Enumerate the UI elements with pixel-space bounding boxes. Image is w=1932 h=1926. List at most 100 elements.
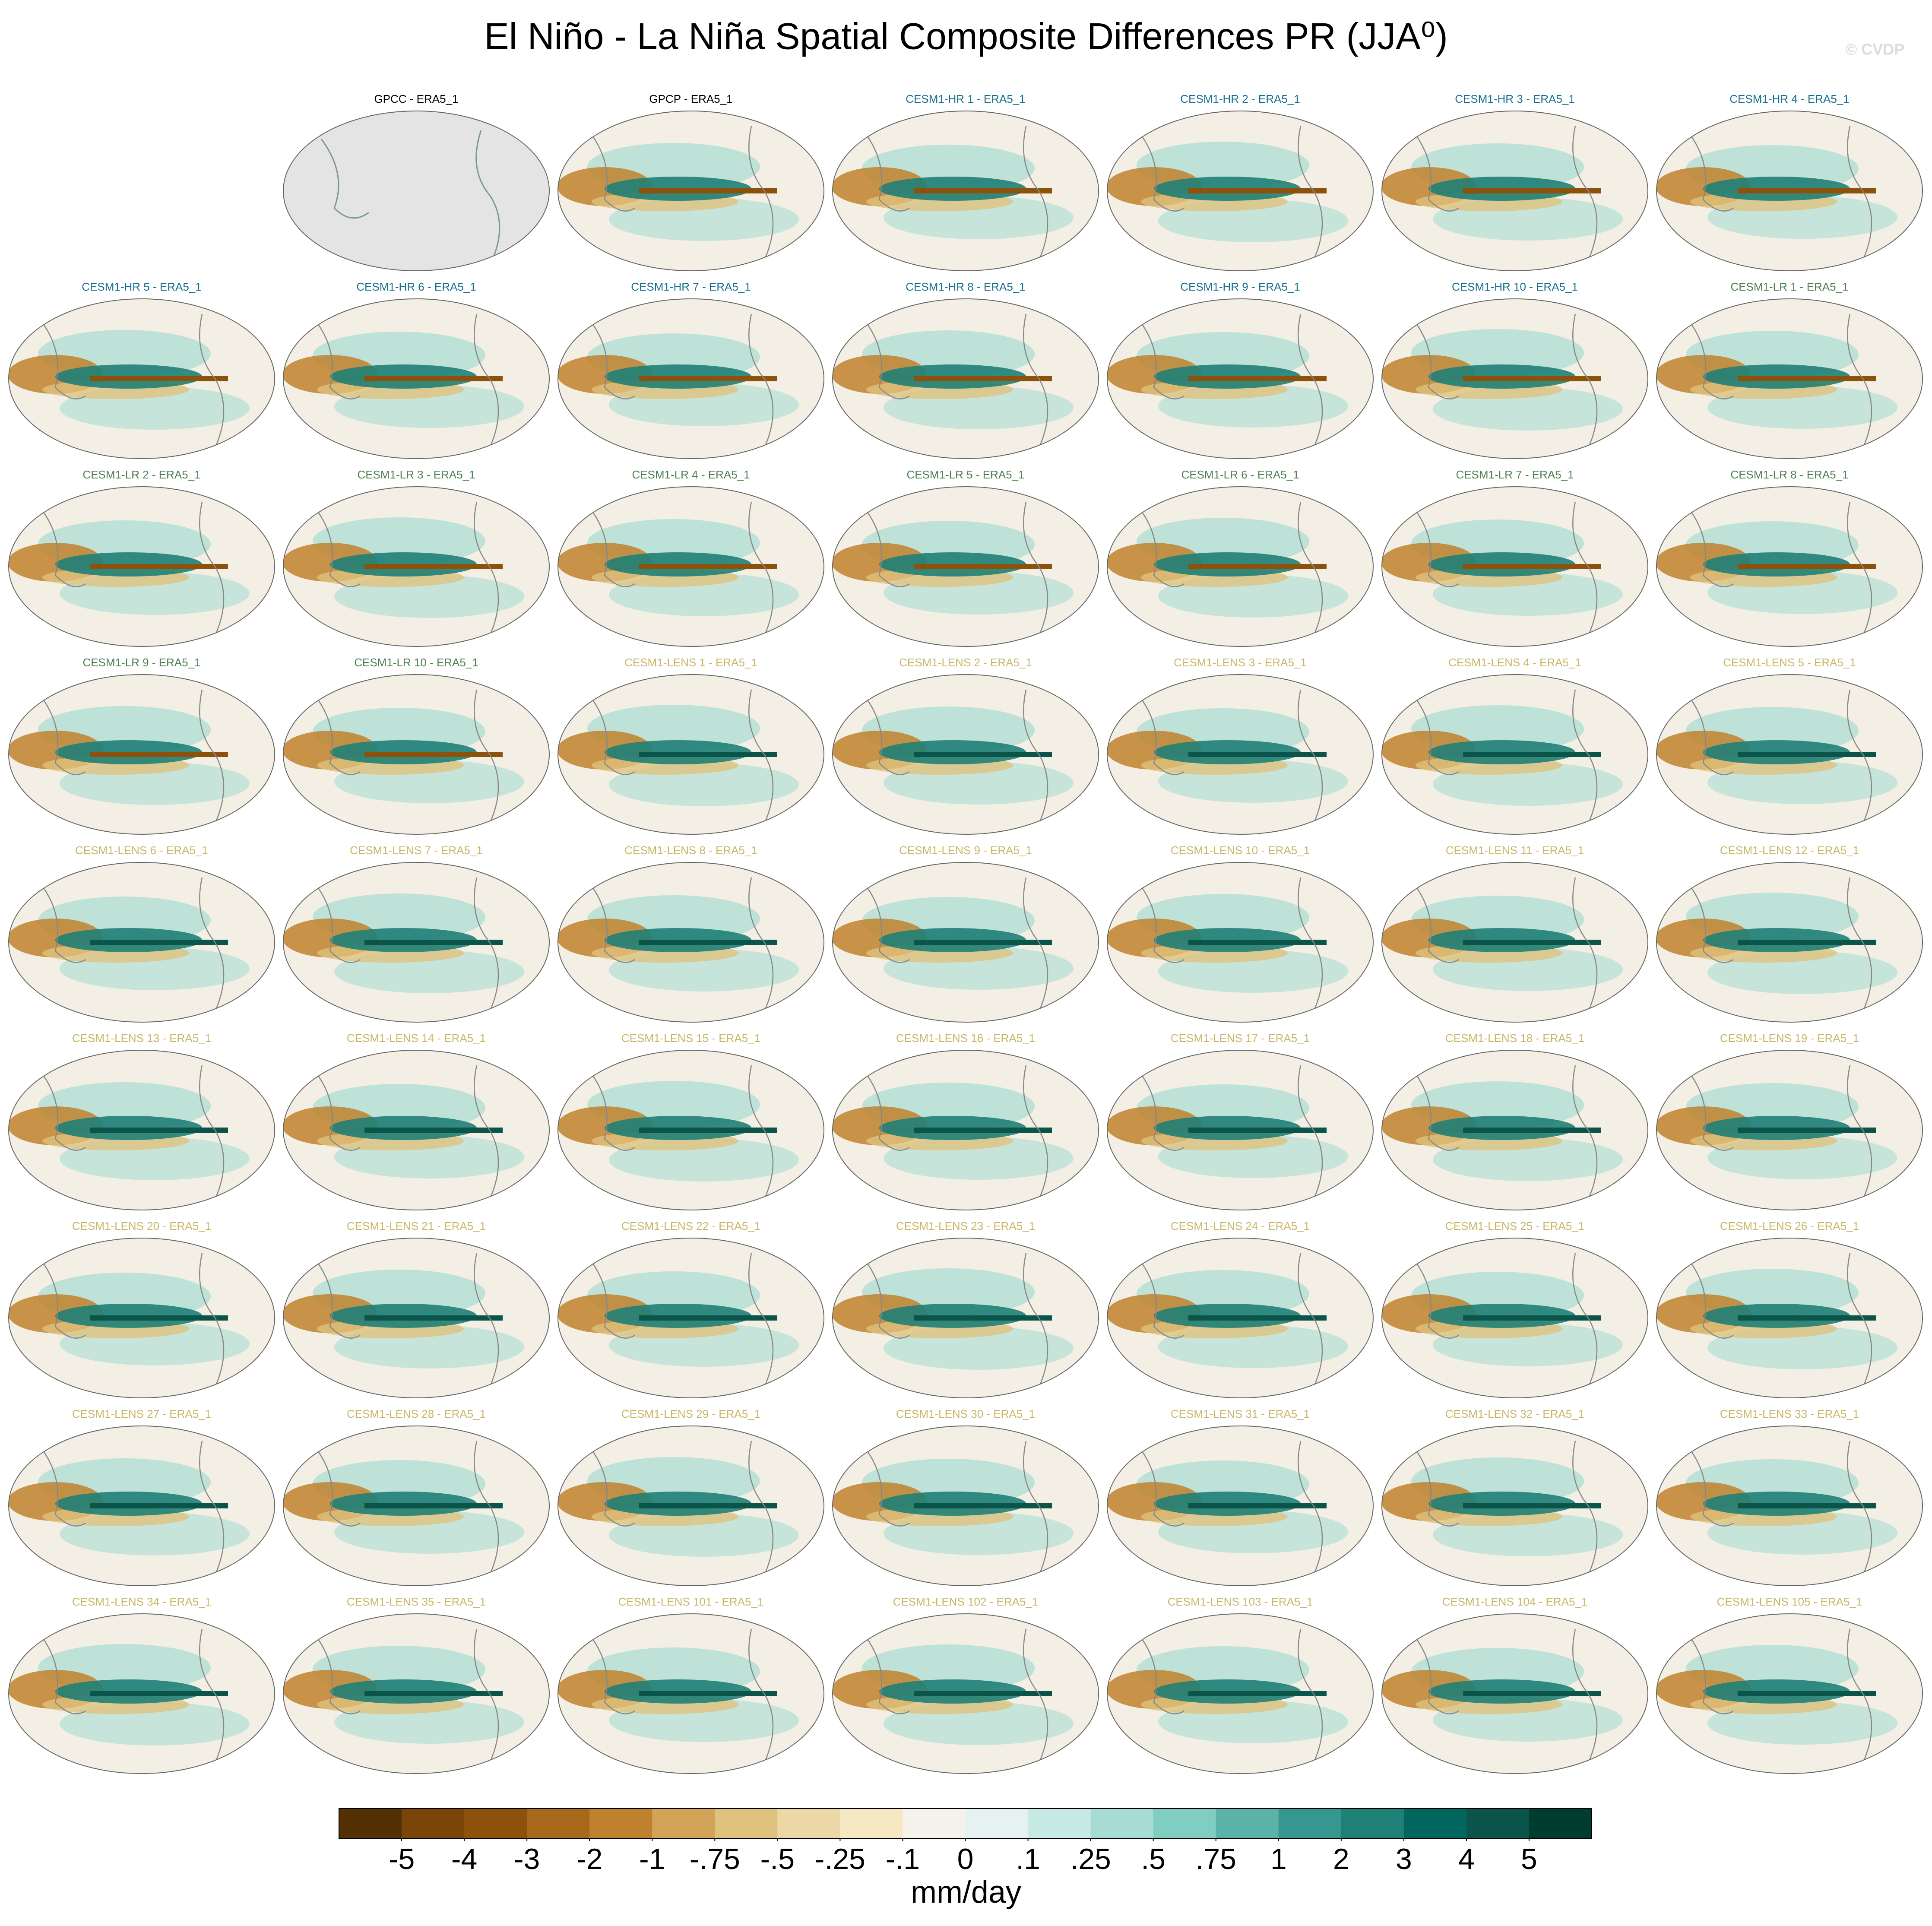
map <box>283 487 549 646</box>
map <box>9 675 275 834</box>
coastline <box>865 689 1048 824</box>
colorbar-tick-label: 0 <box>957 1843 974 1875</box>
coastline <box>1689 1441 1872 1575</box>
colorbar-box <box>1090 1809 1154 1838</box>
coastline <box>1140 1253 1323 1387</box>
anomaly-pattern <box>639 188 777 193</box>
anomaly-pattern <box>90 1128 228 1133</box>
map <box>1656 487 1922 646</box>
map-border <box>1656 486 1923 647</box>
map-border <box>283 862 550 1023</box>
map-border <box>832 111 1099 271</box>
coastline <box>1415 1441 1598 1575</box>
map <box>558 1426 824 1586</box>
coastline <box>41 877 225 1012</box>
map-border <box>1107 674 1374 835</box>
map-border <box>1107 1425 1374 1586</box>
coastline <box>591 877 774 1012</box>
anomaly-pattern <box>90 1691 228 1696</box>
coastline <box>591 1065 774 1200</box>
map-border <box>283 111 550 271</box>
colorbar-tick-label: -.25 <box>815 1843 865 1875</box>
map <box>1656 1238 1922 1398</box>
panel-title: CESM1-LR 7 - ERA5_1 <box>1456 468 1574 481</box>
panel-title: CESM1-HR 2 - ERA5_1 <box>1180 92 1300 105</box>
colorbar-tick-label: 4 <box>1458 1843 1475 1875</box>
panel-title: CESM1-LENS 104 - ERA5_1 <box>1442 1595 1588 1608</box>
coastline <box>41 1065 225 1200</box>
anomaly-pattern <box>639 1503 777 1508</box>
coastline <box>865 1628 1048 1763</box>
panel-title: CESM1-LR 6 - ERA5_1 <box>1181 468 1299 481</box>
anomaly-pattern <box>364 376 503 381</box>
coastline <box>865 126 1048 260</box>
map <box>558 299 824 459</box>
anomaly-pattern <box>1738 940 1876 945</box>
colorbar-tick-label: .5 <box>1141 1843 1166 1875</box>
map-border <box>1107 111 1374 271</box>
coastline <box>865 501 1048 636</box>
map-border <box>1381 486 1648 647</box>
anomaly-pattern <box>1188 376 1327 381</box>
coastline <box>1415 1628 1598 1763</box>
anomaly-pattern <box>1188 188 1327 193</box>
coastline <box>1140 1065 1323 1200</box>
map-border <box>557 111 824 271</box>
map <box>9 862 275 1022</box>
anomaly-pattern <box>90 1315 228 1321</box>
colorbar-box <box>1529 1809 1592 1838</box>
panel-title: CESM1-LR 3 - ERA5_1 <box>357 468 475 481</box>
coastline <box>1689 501 1872 636</box>
map <box>558 675 824 834</box>
anomaly-pattern <box>914 1128 1052 1133</box>
coastline <box>591 1628 774 1763</box>
panel-title: CESM1-HR 4 - ERA5_1 <box>1729 92 1849 105</box>
map-border <box>8 862 275 1023</box>
anomaly-pattern <box>1463 1315 1601 1321</box>
panel-title: CESM1-LENS 12 - ERA5_1 <box>1720 844 1859 857</box>
panel-title: CESM1-HR 10 - ERA5_1 <box>1452 280 1578 293</box>
anomaly-pattern <box>1463 1691 1601 1696</box>
anomaly-pattern <box>364 1128 503 1133</box>
map <box>9 1238 275 1398</box>
map <box>833 1426 1099 1586</box>
map <box>1382 862 1648 1022</box>
coastline <box>865 1253 1048 1387</box>
map <box>1107 862 1373 1022</box>
map-border <box>832 1613 1099 1774</box>
figure-title: El Niño - La Niña Spatial Composite Diff… <box>484 16 1448 57</box>
anomaly-pattern <box>364 564 503 569</box>
map-border <box>557 1425 824 1586</box>
map-border <box>8 1425 275 1586</box>
coastline <box>591 1253 774 1387</box>
map-border <box>8 298 275 459</box>
coastline <box>1415 501 1598 636</box>
colorbar-tick-label: -3 <box>514 1843 540 1875</box>
colorbar-box <box>589 1809 652 1838</box>
coastline <box>1689 1628 1872 1763</box>
anomaly-pattern <box>639 940 777 945</box>
map <box>1382 111 1648 271</box>
anomaly-pattern <box>1463 376 1601 381</box>
colorbar-box <box>1278 1809 1342 1838</box>
coastline <box>1689 689 1872 824</box>
coastline <box>1140 689 1323 824</box>
map-border <box>1656 1613 1923 1774</box>
panel-title: CESM1-LENS 20 - ERA5_1 <box>72 1220 211 1232</box>
anomaly-pattern <box>90 940 228 945</box>
panel-title: CESM1-LR 2 - ERA5_1 <box>82 468 200 481</box>
anomaly-pattern <box>1188 1691 1327 1696</box>
panel-title: GPCC - ERA5_1 <box>374 92 458 105</box>
map-border <box>1656 298 1923 459</box>
map-border <box>283 1425 550 1586</box>
map <box>833 1050 1099 1210</box>
anomaly-pattern <box>1463 564 1601 569</box>
map <box>9 1426 275 1586</box>
anomaly-pattern <box>914 564 1052 569</box>
map-border <box>557 486 824 647</box>
panel-title: CESM1-LENS 18 - ERA5_1 <box>1445 1032 1584 1045</box>
coastline <box>591 501 774 636</box>
anomaly-pattern <box>90 376 228 381</box>
map-border <box>1381 1050 1648 1210</box>
map-border <box>557 1050 824 1210</box>
